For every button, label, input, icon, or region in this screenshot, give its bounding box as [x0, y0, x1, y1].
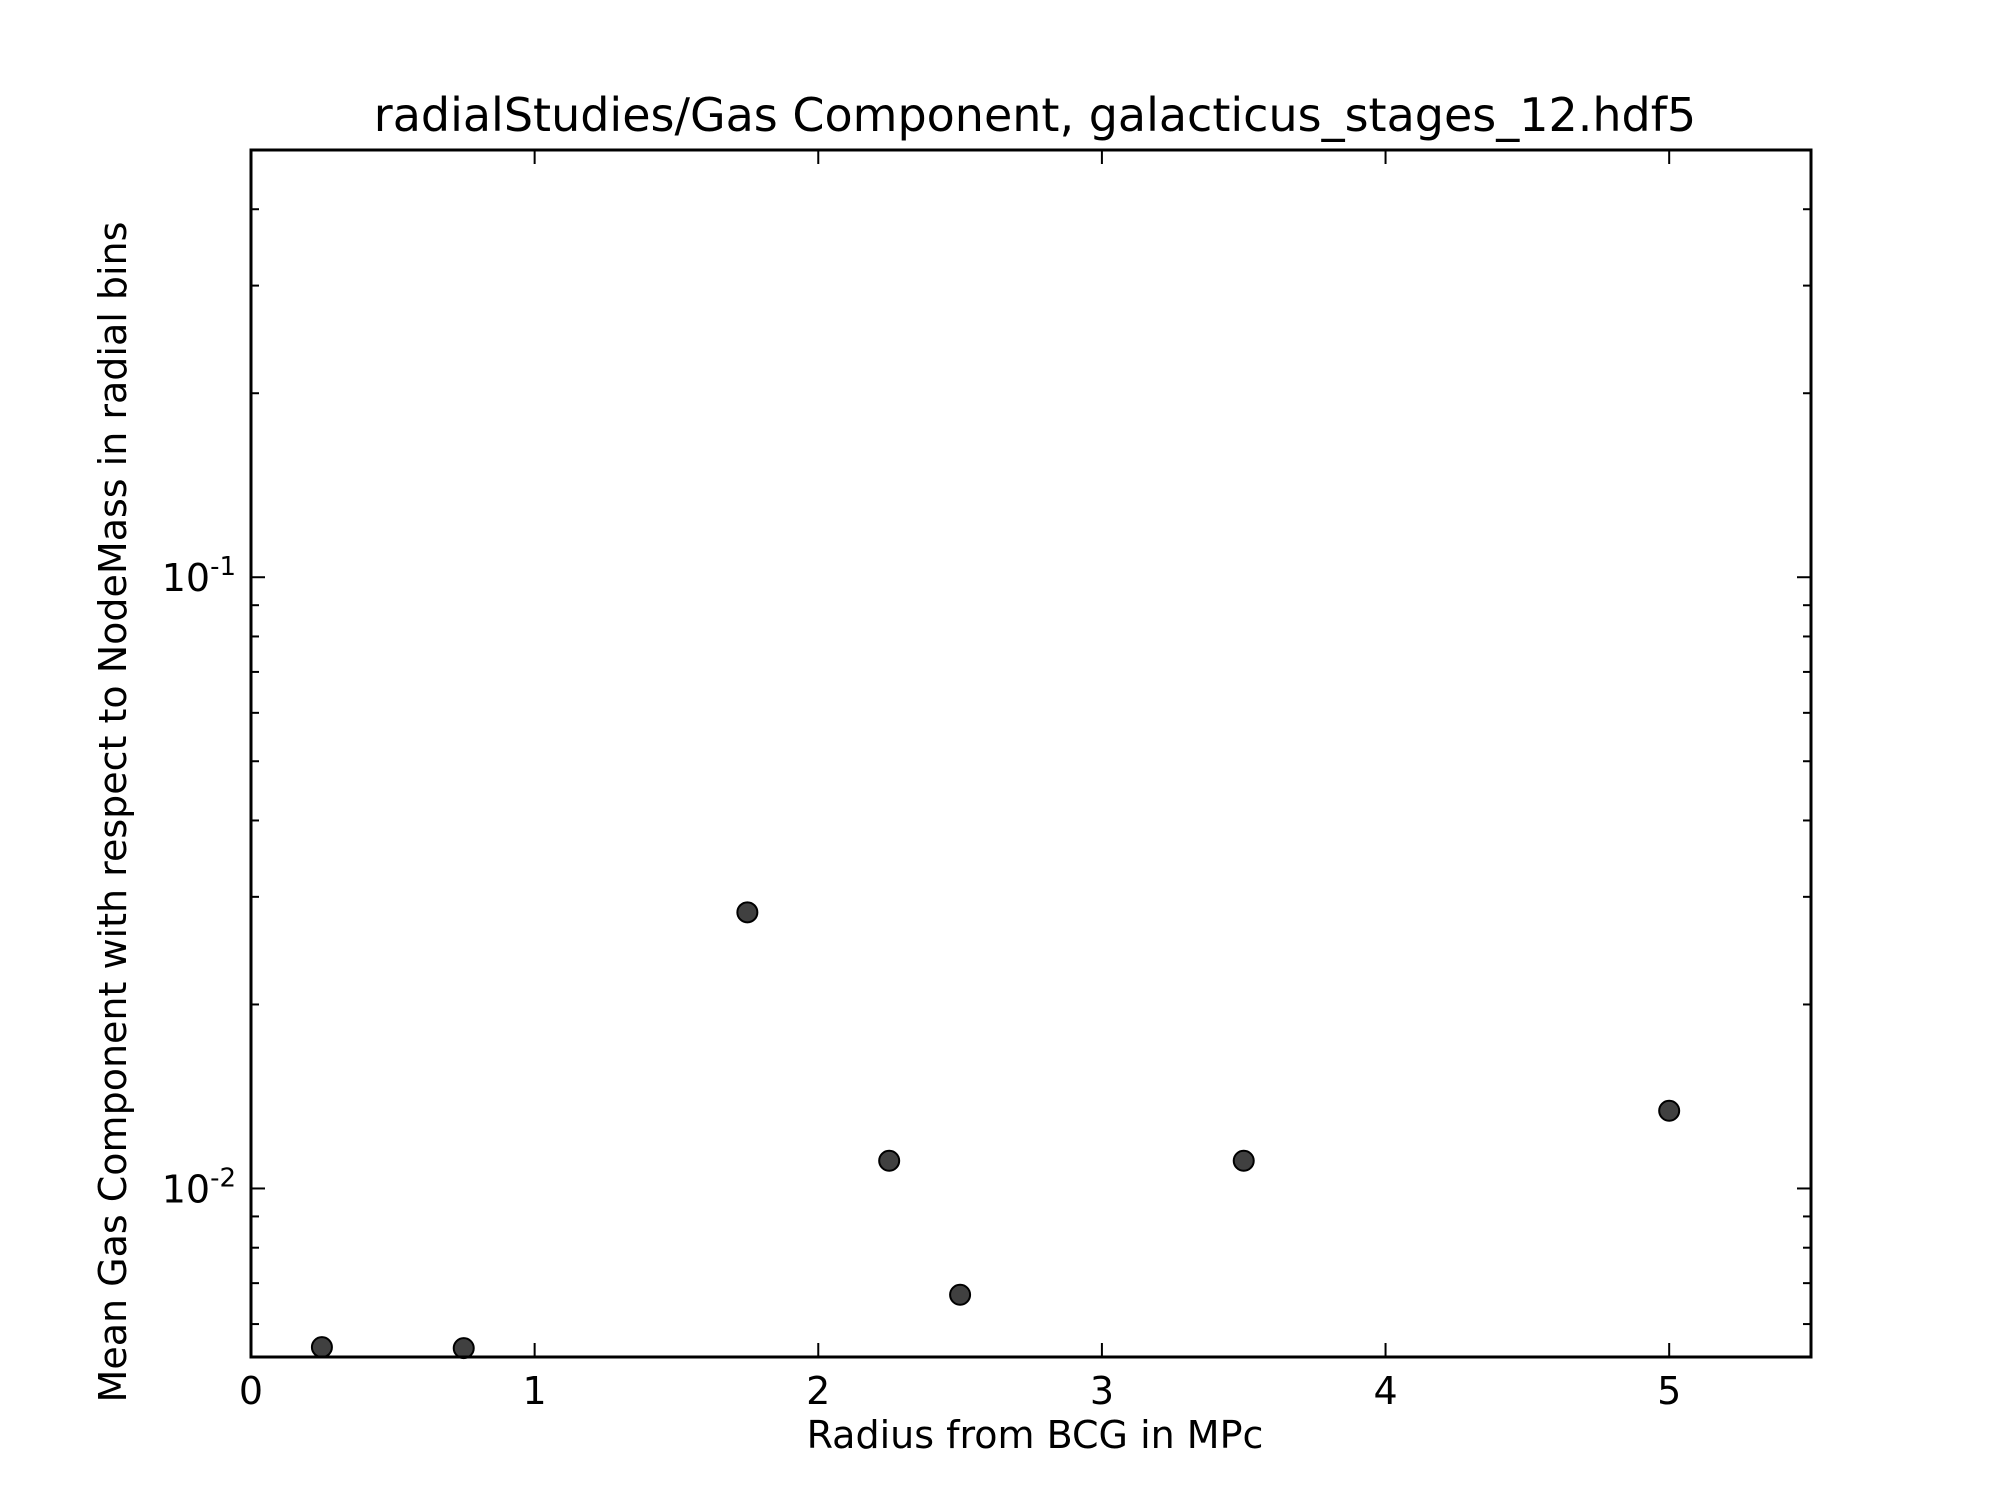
x-tick-label: 3: [1090, 1369, 1114, 1413]
data-point: [310, 1336, 333, 1359]
data-point: [1658, 1099, 1681, 1122]
x-tick-label: 4: [1373, 1369, 1397, 1413]
data-point: [1232, 1149, 1255, 1172]
data-point: [878, 1149, 901, 1172]
x-tick-labels: 0 1 2 3 4 5: [239, 1369, 1681, 1413]
y-tick-labels: 10-2 10-1: [162, 552, 236, 1211]
x-tick-label: 1: [523, 1369, 547, 1413]
plot-area: [249, 148, 1813, 1360]
axes-frame: [249, 148, 1813, 1359]
data-point: [452, 1337, 475, 1360]
x-tick-label: 5: [1657, 1369, 1681, 1413]
data-point: [736, 901, 759, 924]
chart-title: radialStudies/Gas Component, galacticus_…: [374, 88, 1696, 142]
y-axis-label: Mean Gas Component with respect to NodeM…: [91, 222, 135, 1403]
data-point: [949, 1283, 972, 1306]
y-tick-label: 10-1: [162, 552, 236, 600]
data-markers: [310, 901, 1681, 1360]
x-axis-label: Radius from BCG in MPc: [807, 1413, 1264, 1457]
x-tick-label: 0: [239, 1369, 263, 1413]
y-tick-label: 10-2: [162, 1163, 236, 1211]
x-tick-label: 2: [806, 1369, 830, 1413]
